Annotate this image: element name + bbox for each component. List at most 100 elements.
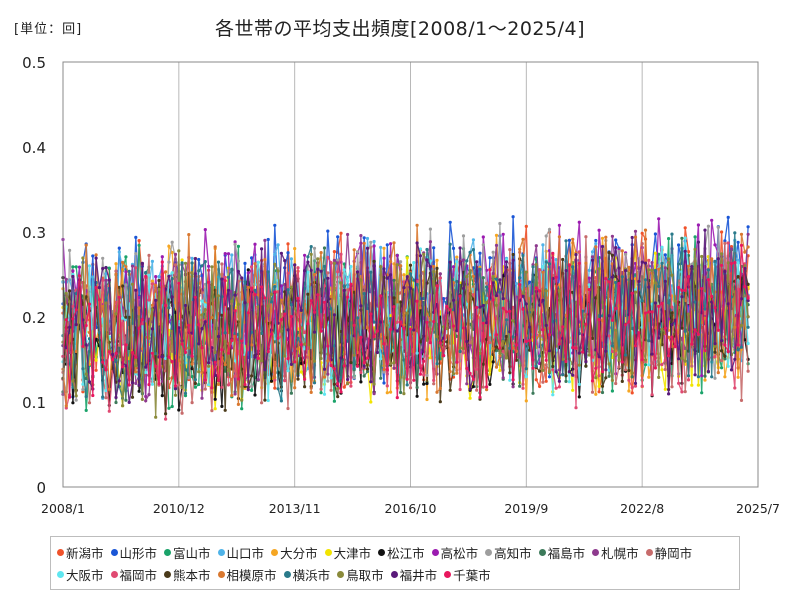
series-point: [604, 277, 608, 281]
series-point: [521, 294, 525, 298]
series-point: [567, 370, 572, 374]
series-point: [650, 352, 654, 356]
series-point: [670, 232, 674, 236]
series-point: [481, 385, 485, 389]
series-point: [362, 285, 366, 289]
series-point: [640, 384, 644, 388]
series-point: [124, 315, 128, 319]
series-point: [600, 300, 605, 304]
series-point: [607, 314, 611, 318]
series-point: [498, 290, 502, 294]
series-point: [571, 373, 575, 377]
series-point: [670, 273, 674, 277]
series-point: [541, 298, 545, 302]
series-point: [511, 346, 515, 350]
series-point: [571, 265, 575, 269]
series-point: [683, 288, 687, 293]
series-point: [667, 237, 671, 241]
series-point: [94, 337, 98, 341]
series-point: [134, 355, 138, 359]
series-point: [534, 244, 538, 248]
series-point: [223, 331, 227, 335]
series-point: [713, 350, 717, 354]
series-point: [365, 369, 370, 374]
series-point: [130, 381, 135, 385]
legend-item: 横浜市: [283, 565, 330, 584]
series-point: [276, 336, 280, 340]
series-point: [91, 275, 95, 279]
series-point: [706, 278, 711, 282]
series-point: [743, 250, 747, 254]
series-point: [306, 292, 310, 296]
series-point: [435, 334, 439, 339]
series-point: [220, 404, 224, 408]
series-point: [627, 378, 631, 382]
legend-marker-icon: [57, 548, 64, 556]
series-point: [574, 406, 578, 410]
series-point: [594, 238, 598, 243]
series-point: [94, 285, 98, 290]
series-point: [703, 228, 707, 232]
series-point: [710, 294, 714, 298]
series-point: [729, 262, 734, 266]
series-point: [554, 370, 558, 374]
series-point: [369, 312, 373, 316]
series-point: [643, 228, 648, 232]
series-point: [144, 274, 148, 278]
series-point: [309, 245, 313, 249]
x-tick-label: 2010/12: [153, 501, 205, 516]
series-point: [508, 371, 512, 375]
series-point: [233, 242, 237, 246]
series-point: [402, 273, 406, 277]
series-point: [250, 374, 254, 378]
series-point: [402, 280, 406, 284]
series-point: [283, 312, 287, 316]
series-point: [713, 243, 717, 247]
series-point: [581, 350, 585, 354]
series-point: [339, 390, 343, 394]
series-point: [240, 398, 244, 402]
series-point: [107, 278, 111, 282]
series-point: [594, 376, 598, 380]
series-point: [405, 377, 409, 381]
series-point: [233, 293, 237, 297]
series-point: [501, 339, 505, 343]
series-point: [346, 377, 350, 382]
series-point: [173, 387, 178, 391]
series-point: [590, 379, 595, 383]
series-point: [723, 354, 727, 358]
series-point: [170, 250, 174, 255]
legend-label: 高知市: [494, 545, 532, 561]
series-point: [729, 245, 734, 249]
series-point: [226, 275, 231, 279]
series-point: [435, 266, 439, 270]
series-point: [230, 299, 234, 303]
series-point: [633, 288, 638, 292]
series-point: [359, 380, 363, 384]
series-point: [518, 283, 522, 287]
series-point: [627, 369, 631, 373]
series-point: [577, 220, 581, 224]
series-point: [518, 276, 522, 280]
legend-label: 熊本市: [173, 567, 211, 583]
series-point: [266, 304, 270, 308]
series-point: [399, 260, 403, 264]
series-point: [160, 255, 164, 259]
series-point: [746, 225, 750, 229]
series-point: [521, 237, 525, 241]
series-point: [326, 372, 330, 376]
series-point: [627, 389, 631, 393]
series-point: [587, 353, 591, 357]
series-point: [465, 259, 469, 263]
series-point: [660, 362, 664, 367]
unit-label: [単位：回]: [14, 22, 83, 37]
series-point: [524, 367, 528, 371]
series-point: [723, 357, 727, 361]
series-point: [322, 375, 327, 379]
series-point: [362, 374, 366, 378]
series-point: [233, 240, 237, 244]
series-point: [226, 368, 231, 373]
legend-item: 松江市: [378, 543, 425, 562]
series-point: [193, 381, 197, 386]
series-point: [541, 270, 545, 274]
